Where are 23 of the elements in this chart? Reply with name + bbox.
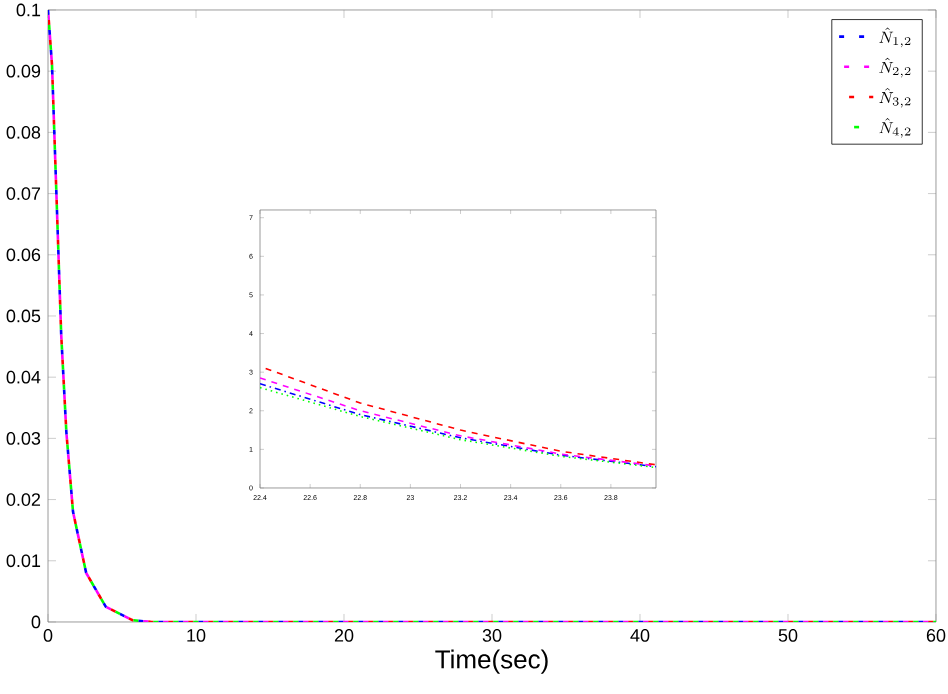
x-tick-label: 40 (630, 629, 650, 642)
x-tick-label: 60 (926, 629, 946, 642)
x-tick-label: 20 (334, 629, 354, 642)
x-tick-label: 30 (482, 629, 502, 642)
y-tick-label: 0.03 (6, 432, 41, 445)
legend-label: $\hat{N}_{3,2}$ (879, 87, 911, 108)
y-tick-label: 0.08 (6, 126, 41, 139)
x-axis-title: Time(sec) (435, 649, 548, 674)
legend-label: $\hat{N}_{1,2}$ (879, 27, 911, 48)
y-tick-label: 0 (31, 615, 41, 629)
y-tick-label: 0.05 (6, 309, 41, 323)
y-tick-label: 0.04 (6, 370, 41, 384)
legend-label: $\hat{N}_{2,2}$ (879, 57, 911, 78)
y-tick-label: 0.06 (6, 248, 41, 262)
x-tick-label: 10 (187, 629, 206, 642)
y-tick-label: 0.1 (16, 3, 41, 17)
y-tick-label: 0.02 (6, 493, 41, 506)
x-tick-label: 50 (778, 629, 798, 642)
y-tick-label: 0.09 (6, 64, 41, 78)
y-tick-label: 0.01 (6, 554, 41, 568)
x-tick-label: 0 (43, 629, 53, 642)
legend-label: $\hat{N}_{4,2}$ (879, 118, 911, 138)
y-tick-label: 0.07 (6, 187, 41, 200)
